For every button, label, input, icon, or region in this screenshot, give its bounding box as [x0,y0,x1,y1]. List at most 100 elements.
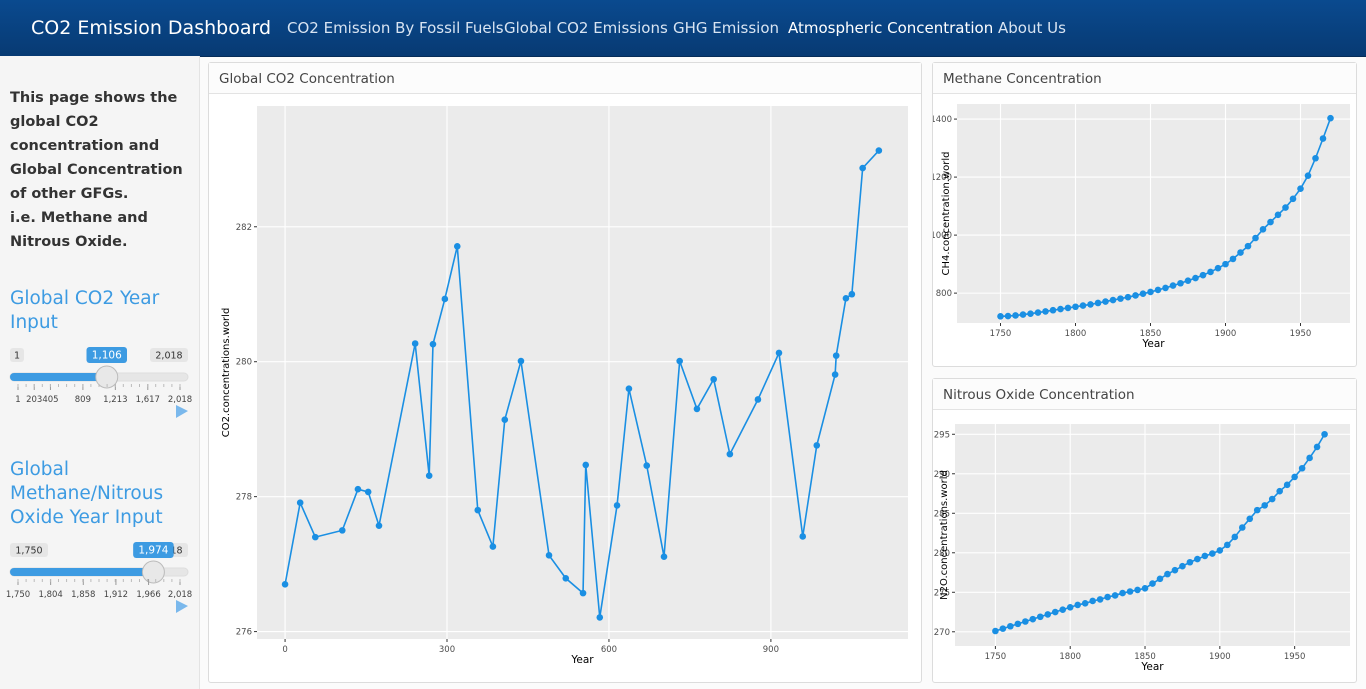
nav-tab[interactable]: Global CO2 Emissions [504,19,668,37]
slider-handle[interactable] [95,365,119,389]
panel-title: Methane Concentration [933,63,1356,94]
nav-tab[interactable]: About Us [998,19,1066,37]
play-button[interactable] [176,600,188,613]
data-point [1087,301,1094,308]
data-point [474,506,482,514]
slider-min-box [10,543,48,557]
chart-panel: Nitrous Oxide Concentration 270 275 280 285 2… [932,378,1357,683]
intro-text: i.e. Methane and Nitrous Oxide. [10,210,148,250]
chart-panel: Methane Concentration 800 1000 1200 1400 1750… [932,62,1357,367]
slider-tick-label: 1 [15,395,20,405]
data-point [1194,555,1201,563]
chart: 800 1000 1200 1400 1750 1800 1850 1900 1950 Year C… [933,104,1350,350]
data-point [1312,154,1319,162]
x-tick-label: 900 [763,645,779,655]
data-point [1304,172,1312,179]
data-point [1253,506,1261,514]
slider[interactable]: 1,750 2,018 1,974 1,750 1,804 1,858 1,912 1,966… [6,542,192,613]
y-tick-label: 276 [236,628,252,638]
data-point [1224,541,1231,549]
chart-panel: Global CO2 Concentration 276 278 280 282 0 300… [208,62,922,683]
data-point [338,527,346,534]
data-point [1012,312,1019,319]
y-axis-title: CO2.concentrations.world [221,308,232,438]
nav-tab[interactable]: Atmospheric Concentration [788,19,994,37]
data-point [1186,558,1194,566]
data-point [1096,596,1104,603]
data-point [992,627,999,635]
y-tick-label: 1400 [933,115,952,125]
plot-background [957,104,1350,323]
slider-max-box [150,348,188,362]
data-point [831,371,839,378]
data-point [1199,271,1207,279]
slider-value-box [86,347,128,363]
data-point [997,313,1004,320]
data-point [1289,195,1297,203]
data-point [1022,618,1029,625]
y-tick-label: 1000 [933,231,952,241]
x-tick-label: 1800 [1065,329,1087,339]
data-point [1132,292,1139,299]
data-point [296,499,304,507]
data-point [1109,296,1117,304]
x-axis-title: Year [1140,661,1164,673]
data-point [1252,234,1259,242]
data-point [1134,586,1141,594]
slider-tick-label: 1,213 [103,395,127,405]
data-point [799,533,807,540]
data-point [281,581,289,588]
data-point [411,340,419,347]
slider-handle[interactable] [141,560,165,584]
data-point [1237,249,1244,256]
data-point [1004,312,1012,320]
data-point [441,295,449,303]
slider[interactable]: 1 2,018 1,106 1 203 405 809 1,213 1,617 2,018 [9,347,192,418]
slider-tick-label: 1,966 [136,590,160,600]
x-tick-label: 1750 [990,329,1012,339]
data-point [1141,585,1149,592]
data-point [999,625,1007,632]
x-tick-label: 1900 [1209,652,1231,662]
data-point [1261,502,1269,509]
data-point [1179,562,1186,570]
data-point [1072,303,1079,311]
slider-min-box [10,348,24,362]
data-point [1276,487,1283,495]
data-point [1214,264,1222,272]
data-point [1306,454,1313,462]
data-point [1111,592,1119,599]
data-point [579,589,587,597]
data-point [1313,443,1321,451]
data-point [1164,570,1171,578]
x-axis-title: Year [570,654,594,666]
data-point [364,488,372,496]
x-tick-label: 1850 [1140,329,1162,339]
slider-title: Global Methane/Nitrous Oxide Year Input [10,459,164,528]
data-point [1283,481,1291,489]
data-point [1154,286,1162,294]
slider-tick-label: 1,858 [71,590,95,600]
data-point [1126,588,1134,595]
navbar: CO2 Emission Dashboard CO2 Emission By F… [0,0,1366,57]
data-point [1259,226,1267,233]
data-point [453,243,461,250]
x-tick-label: 1950 [1290,329,1312,339]
data-point [1104,593,1111,601]
data-point [1094,299,1102,307]
slider-tick-label: 1,912 [104,590,128,600]
play-button[interactable] [176,405,188,418]
slider-tick-label: 1,750 [6,590,30,600]
data-point [643,462,651,469]
data-point [1246,515,1254,523]
nav-tab[interactable]: CO2 Emission By Fossil Fuels [287,19,504,37]
data-point [1034,309,1042,316]
data-point [1057,305,1064,313]
chart: 270 275 280 285 290 295 1750 1800 1850 1900 1950 Ye… [934,424,1350,673]
nav-tab[interactable]: GHG Emission [673,19,780,37]
slider-tick-label: 1,804 [38,590,62,600]
x-tick-label: 1850 [1134,652,1156,662]
y-tick-label: 285 [934,509,950,519]
data-point [813,442,821,449]
